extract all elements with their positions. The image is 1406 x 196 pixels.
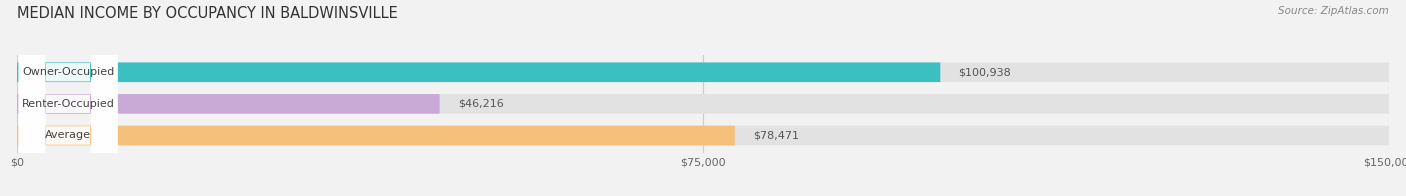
Text: Source: ZipAtlas.com: Source: ZipAtlas.com [1278,6,1389,16]
Text: $46,216: $46,216 [458,99,503,109]
Text: MEDIAN INCOME BY OCCUPANCY IN BALDWINSVILLE: MEDIAN INCOME BY OCCUPANCY IN BALDWINSVI… [17,6,398,21]
FancyBboxPatch shape [18,0,118,196]
Text: $100,938: $100,938 [959,67,1011,77]
FancyBboxPatch shape [17,126,735,145]
Text: Owner-Occupied: Owner-Occupied [22,67,114,77]
FancyBboxPatch shape [17,94,440,114]
FancyBboxPatch shape [18,0,118,196]
Text: $78,471: $78,471 [754,131,799,141]
Text: Renter-Occupied: Renter-Occupied [21,99,114,109]
FancyBboxPatch shape [18,0,118,196]
Text: Average: Average [45,131,91,141]
FancyBboxPatch shape [17,94,1389,114]
FancyBboxPatch shape [17,126,1389,145]
FancyBboxPatch shape [17,63,1389,82]
FancyBboxPatch shape [17,63,941,82]
